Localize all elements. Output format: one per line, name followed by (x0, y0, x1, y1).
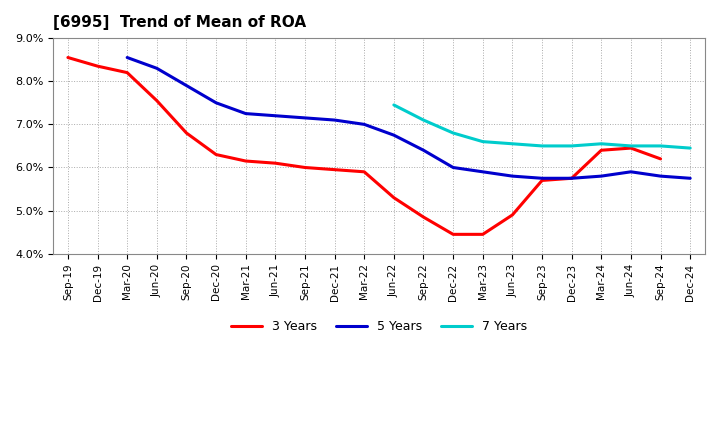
3 Years (271, 161, 279, 166)
5 Years (449, 165, 457, 170)
Line: 5 Years: 5 Years (127, 58, 690, 178)
3 Years (123, 70, 132, 75)
5 Years (241, 111, 250, 116)
7 Years (597, 141, 606, 147)
7 Years (390, 103, 398, 108)
3 Years (656, 156, 665, 161)
5 Years (538, 176, 546, 181)
3 Years (567, 176, 576, 181)
3 Years (93, 63, 102, 69)
5 Years (330, 117, 339, 123)
7 Years (626, 143, 635, 149)
Line: 3 Years: 3 Years (68, 58, 660, 235)
5 Years (360, 122, 369, 127)
3 Years (538, 178, 546, 183)
3 Years (153, 98, 161, 103)
3 Years (597, 147, 606, 153)
5 Years (567, 176, 576, 181)
3 Years (419, 214, 428, 220)
3 Years (626, 146, 635, 151)
3 Years (449, 232, 457, 237)
3 Years (182, 130, 191, 136)
5 Years (626, 169, 635, 174)
7 Years (538, 143, 546, 149)
5 Years (271, 113, 279, 118)
5 Years (123, 55, 132, 60)
5 Years (597, 173, 606, 179)
3 Years (390, 195, 398, 200)
5 Years (301, 115, 310, 121)
7 Years (508, 141, 517, 147)
7 Years (686, 146, 695, 151)
5 Years (479, 169, 487, 174)
7 Years (567, 143, 576, 149)
3 Years (330, 167, 339, 172)
3 Years (479, 232, 487, 237)
5 Years (508, 173, 517, 179)
3 Years (360, 169, 369, 174)
7 Years (419, 117, 428, 123)
5 Years (212, 100, 220, 106)
Line: 7 Years: 7 Years (394, 105, 690, 148)
5 Years (419, 147, 428, 153)
3 Years (508, 212, 517, 217)
3 Years (63, 55, 72, 60)
3 Years (212, 152, 220, 157)
5 Years (686, 176, 695, 181)
3 Years (241, 158, 250, 164)
3 Years (301, 165, 310, 170)
Legend: 3 Years, 5 Years, 7 Years: 3 Years, 5 Years, 7 Years (226, 315, 532, 338)
7 Years (449, 130, 457, 136)
5 Years (656, 173, 665, 179)
7 Years (479, 139, 487, 144)
7 Years (656, 143, 665, 149)
5 Years (182, 83, 191, 88)
Text: [6995]  Trend of Mean of ROA: [6995] Trend of Mean of ROA (53, 15, 306, 30)
5 Years (153, 66, 161, 71)
5 Years (390, 132, 398, 138)
